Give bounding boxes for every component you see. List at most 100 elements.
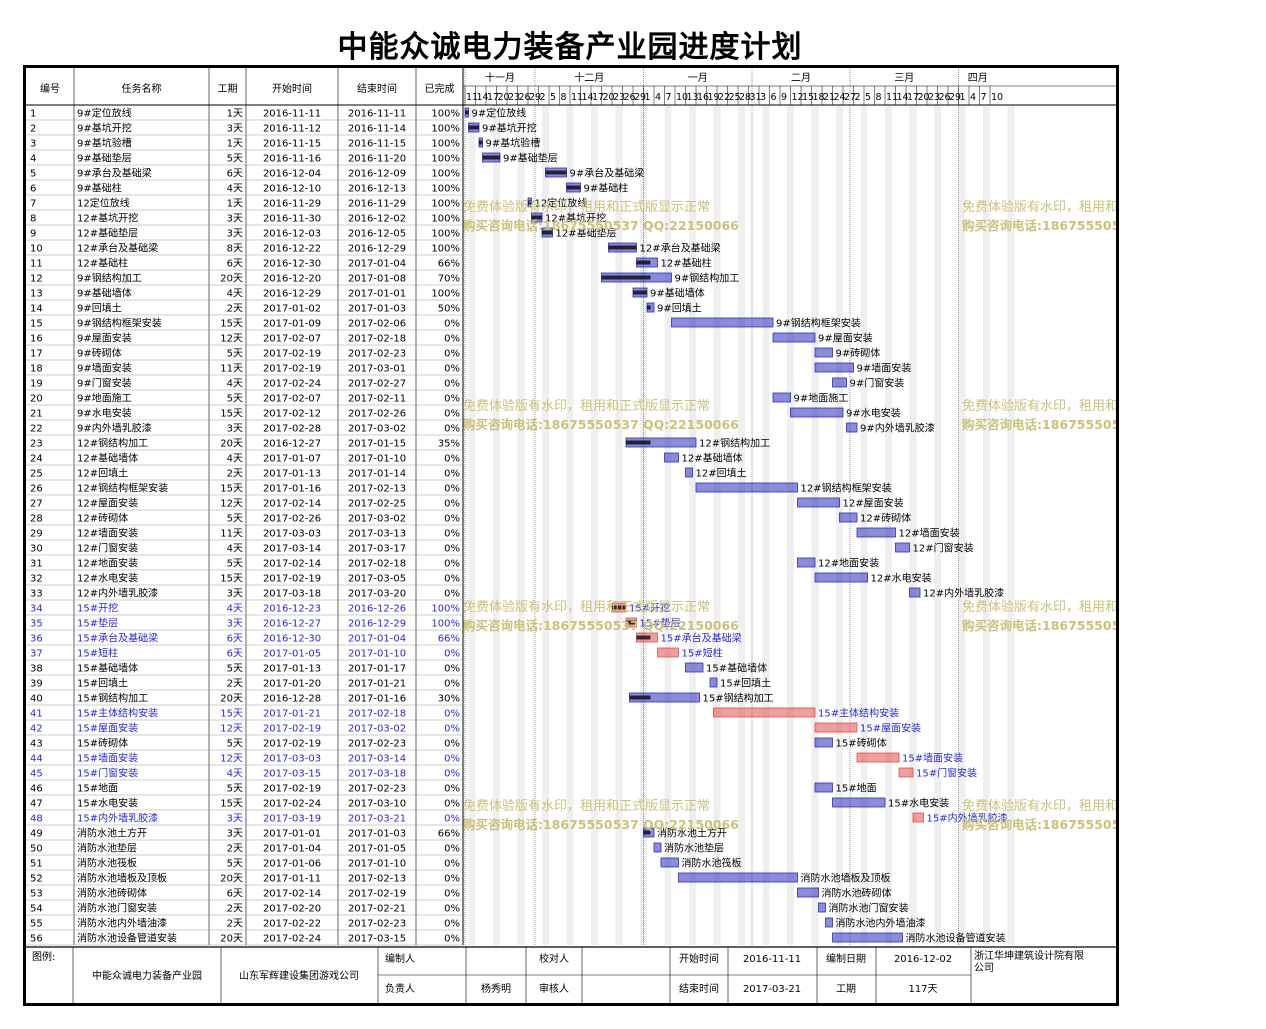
task-bar-label: 15#回填土 bbox=[720, 677, 771, 690]
month-label: 十二月 bbox=[574, 71, 604, 84]
weekend-stripe bbox=[839, 105, 843, 945]
task-bar bbox=[772, 392, 791, 403]
task-end: 2017-03-15 bbox=[348, 934, 406, 945]
task-id: 34 bbox=[30, 604, 43, 615]
task-duration: 3天 bbox=[227, 229, 243, 240]
task-start: 2017-02-14 bbox=[263, 559, 321, 570]
task-complete: 0% bbox=[444, 904, 460, 915]
task-bar-label: 9#水电安装 bbox=[846, 407, 901, 420]
task-id: 19 bbox=[30, 379, 43, 390]
task-id: 36 bbox=[30, 634, 43, 645]
task-id: 45 bbox=[30, 769, 43, 780]
weekend-stripe bbox=[986, 105, 990, 945]
task-end: 2016-11-15 bbox=[348, 139, 406, 150]
weekend-stripe bbox=[766, 105, 770, 945]
footer-reviewer-label: 审核人 bbox=[539, 982, 569, 995]
header-id: 编号 bbox=[40, 82, 60, 95]
day-tick-label: 21 bbox=[823, 92, 835, 103]
task-progress bbox=[647, 305, 651, 310]
task-start: 2016-11-15 bbox=[263, 139, 321, 150]
task-end: 2016-12-02 bbox=[348, 214, 406, 225]
task-end: 2017-03-13 bbox=[348, 529, 406, 540]
task-name: 15#主体结构安装 bbox=[77, 707, 158, 720]
weekend-stripe bbox=[909, 105, 913, 945]
task-name: 消防水池门窗安装 bbox=[77, 902, 157, 915]
task-id: 56 bbox=[30, 934, 43, 945]
day-tick-label: 1 bbox=[645, 92, 651, 103]
task-bar-label: 15#砖砌体 bbox=[836, 737, 887, 750]
day-tick-label: 9 bbox=[781, 92, 787, 103]
task-id: 12 bbox=[30, 274, 43, 285]
task-id: 35 bbox=[30, 619, 43, 630]
task-duration: 2天 bbox=[227, 844, 243, 855]
task-bar-label: 12#砖砌体 bbox=[860, 512, 911, 525]
task-start: 2017-01-13 bbox=[263, 664, 321, 675]
task-bar-label: 12#水电安装 bbox=[871, 572, 932, 585]
task-name: 9#内外墙乳胶漆 bbox=[77, 422, 152, 435]
task-rows: 1 9#定位放线 1天 2016-11-11 2016-11-11 100%2 9#基坑开挖… bbox=[26, 107, 463, 946]
day-tick-label: 11 bbox=[886, 92, 898, 103]
task-duration: 11天 bbox=[220, 529, 243, 540]
task-bar-label: 12#基础墙体 bbox=[682, 452, 743, 465]
task-bar-label: 15#短柱 bbox=[682, 647, 723, 660]
task-bar bbox=[797, 887, 819, 898]
task-name: 9#基坑开挖 bbox=[77, 122, 132, 135]
task-start: 2017-02-19 bbox=[263, 739, 321, 750]
task-duration: 5天 bbox=[227, 349, 243, 360]
task-end: 2017-01-04 bbox=[348, 634, 406, 645]
day-tick-label: 24 bbox=[834, 92, 846, 103]
task-end: 2017-02-13 bbox=[348, 874, 406, 885]
task-name: 9#屋面安装 bbox=[77, 332, 132, 345]
task-id: 9 bbox=[30, 229, 36, 240]
task-bar bbox=[713, 707, 816, 718]
task-name: 9#钢结构加工 bbox=[77, 272, 142, 285]
task-bar-label: 15#屋面安装 bbox=[860, 722, 921, 735]
task-bar bbox=[832, 932, 903, 943]
task-bar bbox=[814, 722, 858, 733]
task-id: 33 bbox=[30, 589, 43, 600]
task-end: 2016-11-11 bbox=[348, 109, 406, 120]
task-id: 28 bbox=[30, 514, 43, 525]
task-id: 46 bbox=[30, 784, 43, 795]
task-duration: 1天 bbox=[227, 199, 243, 210]
task-id: 52 bbox=[30, 874, 43, 885]
task-name: 12#基础墙体 bbox=[77, 452, 138, 465]
weekend-stripe bbox=[958, 105, 962, 945]
task-name: 15#回填土 bbox=[77, 677, 128, 690]
task-start: 2016-12-27 bbox=[263, 619, 321, 630]
footer-made-label: 编制日期 bbox=[826, 952, 866, 965]
day-tick-label: 11 bbox=[466, 92, 478, 103]
task-bar bbox=[909, 587, 921, 598]
day-tick-label: 2 bbox=[540, 92, 546, 103]
weekend-stripe bbox=[493, 105, 497, 945]
task-end: 2017-01-16 bbox=[348, 694, 406, 705]
task-bar-label: 12#回填土 bbox=[696, 467, 747, 480]
task-end: 2016-12-26 bbox=[348, 604, 406, 615]
weekend-stripe bbox=[864, 105, 868, 945]
task-end: 2017-02-06 bbox=[348, 319, 406, 330]
task-end: 2017-01-03 bbox=[348, 304, 406, 315]
task-name: 15#门窗安装 bbox=[77, 767, 138, 780]
task-start: 2017-02-19 bbox=[263, 349, 321, 360]
task-bar bbox=[814, 572, 868, 583]
task-duration: 15天 bbox=[220, 709, 243, 720]
task-complete: 100% bbox=[431, 289, 460, 300]
month-label: 十一月 bbox=[485, 71, 515, 84]
weekend-stripe bbox=[811, 105, 815, 945]
task-id: 7 bbox=[30, 199, 36, 210]
weekend-stripe bbox=[472, 105, 476, 945]
task-bars: 9#定位放线 9#基坑开挖 9#基坑验槽 9#基础垫层 9#承台及基础梁 9#基础柱 12定… bbox=[464, 107, 1008, 945]
task-bar bbox=[814, 782, 833, 793]
task-duration: 5天 bbox=[227, 859, 243, 870]
task-id: 41 bbox=[30, 709, 43, 720]
task-id: 42 bbox=[30, 724, 43, 735]
task-end: 2017-02-27 bbox=[348, 379, 406, 390]
task-id: 25 bbox=[30, 469, 43, 480]
task-end: 2017-03-20 bbox=[348, 589, 406, 600]
footer-editor-label: 编制人 bbox=[385, 952, 415, 965]
task-duration: 1天 bbox=[227, 139, 243, 150]
task-bar-label: 12#基坑开挖 bbox=[545, 212, 606, 225]
task-duration: 12天 bbox=[220, 499, 243, 510]
weekend-stripe bbox=[570, 105, 574, 945]
task-duration: 4天 bbox=[227, 604, 243, 615]
